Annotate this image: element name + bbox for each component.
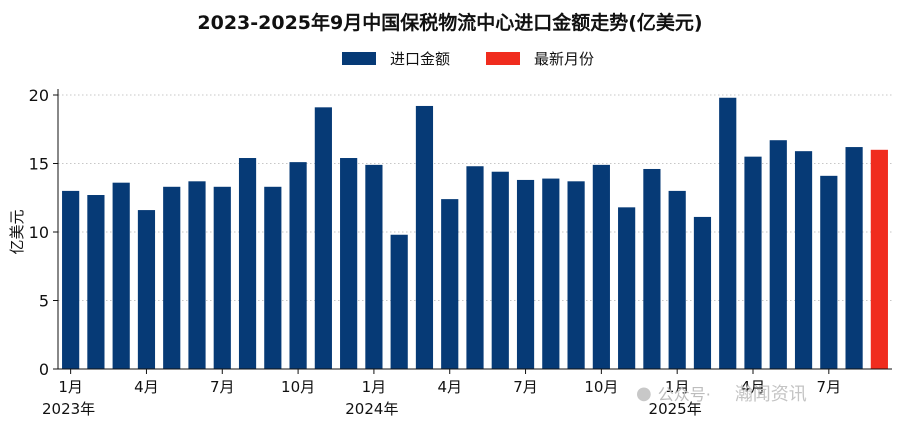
bar-import (415, 105, 434, 370)
chart-title: 2023-2025年9月中国保税物流中心进口金额走势(亿美元) (197, 12, 703, 34)
watermark-prefix: 公众号· (657, 385, 711, 404)
bar-import (668, 190, 686, 369)
legend-swatch-latest (486, 51, 521, 65)
x-tick-label: 4月 (437, 378, 462, 396)
bar-import (213, 186, 231, 369)
x-tick-label: 4月 (134, 378, 159, 396)
bar-import (314, 107, 332, 369)
bar-import (693, 216, 712, 369)
y-axis-label: 亿美元 (8, 209, 26, 254)
bar-latest (870, 149, 888, 369)
bar-import (744, 156, 762, 369)
x-tick-label: 7月 (817, 378, 842, 396)
bar-import (845, 147, 863, 369)
y-tick-label: 0 (39, 360, 49, 379)
y-tick-label: 15 (29, 155, 49, 174)
x-tick-label: 4月 (741, 378, 766, 396)
bar-import (542, 178, 560, 369)
bar-import (238, 158, 257, 369)
bar-import (794, 151, 813, 369)
bar-import (365, 164, 383, 369)
x-year-label: 2025年 (649, 400, 702, 418)
watermark: ● 公众号· 瀚闻资讯 (636, 380, 807, 406)
legend-label-latest: 最新月份 (534, 49, 595, 68)
bar-import (340, 158, 358, 369)
y-tick-label: 5 (39, 292, 49, 311)
wechat-icon: ● (636, 382, 652, 404)
x-year-label: 2023年 (42, 400, 95, 418)
bar-import (618, 207, 636, 369)
watermark-name: 瀚闻资讯 (734, 384, 807, 405)
x-tick-label: 7月 (513, 378, 538, 396)
legend-swatch-import (342, 51, 376, 65)
legend-item-latest: 最新月份 (486, 48, 594, 69)
bar-import (62, 190, 80, 369)
bar-import (820, 175, 838, 369)
legend-label-import: 进口金额 (390, 49, 451, 68)
bar-import (567, 181, 585, 369)
bar-import (112, 182, 130, 369)
bar-import (441, 199, 459, 369)
bar-import (289, 162, 307, 369)
bar-import (188, 181, 206, 369)
y-tick-label: 10 (29, 223, 49, 242)
bar-import (137, 210, 156, 369)
legend: 进口金额 最新月份 (342, 48, 630, 68)
x-year-label: 2024年 (345, 400, 398, 418)
bar-import (390, 234, 408, 369)
x-tick-label: 10月 (281, 378, 315, 396)
x-tick-label: 10月 (584, 378, 618, 396)
bar-import (163, 186, 181, 369)
x-tick-label: 1月 (58, 378, 83, 396)
x-tick-label: 1月 (665, 378, 690, 396)
bar-import (592, 164, 610, 369)
bar-import (643, 168, 661, 369)
legend-item-import: 进口金额 (342, 48, 450, 69)
bar-import (466, 166, 484, 369)
x-tick-label: 7月 (210, 378, 235, 396)
bar-import (491, 171, 509, 369)
bar-import (264, 186, 282, 369)
y-tick-label: 20 (29, 86, 49, 105)
x-tick-label: 1月 (362, 378, 387, 396)
bar-import (87, 195, 105, 369)
bar-import (719, 97, 737, 370)
bar-import (769, 140, 787, 369)
bar-import (516, 179, 535, 369)
